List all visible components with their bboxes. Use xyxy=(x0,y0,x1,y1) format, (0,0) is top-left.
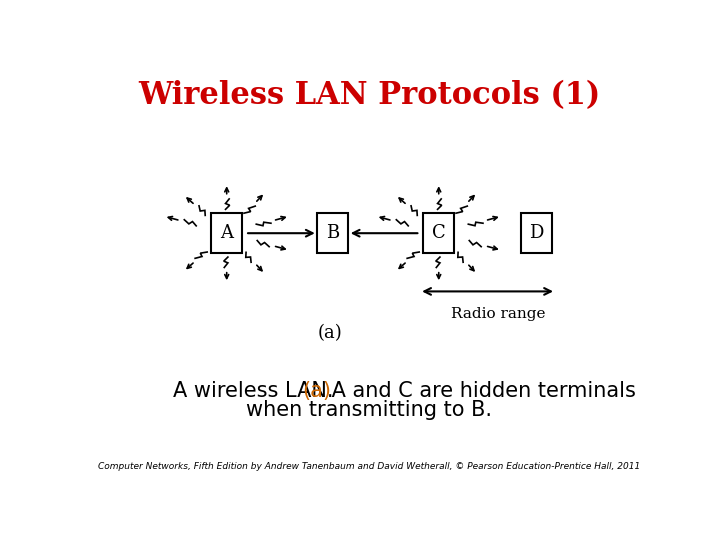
Text: D: D xyxy=(529,224,544,242)
Text: A and C are hidden terminals: A and C are hidden terminals xyxy=(325,381,636,401)
Text: Radio range: Radio range xyxy=(451,307,546,321)
Text: when transmitting to B.: when transmitting to B. xyxy=(246,400,492,420)
Text: (a): (a) xyxy=(302,381,331,401)
Text: (a): (a) xyxy=(318,324,342,342)
Text: B: B xyxy=(326,224,339,242)
Text: Computer Networks, Fifth Edition by Andrew Tanenbaum and David Wetherall, © Pear: Computer Networks, Fifth Edition by Andr… xyxy=(98,462,640,471)
Bar xyxy=(212,213,242,253)
Bar xyxy=(318,213,348,253)
Text: A: A xyxy=(220,224,233,242)
Bar xyxy=(521,213,552,253)
Bar xyxy=(423,213,454,253)
Text: C: C xyxy=(432,224,446,242)
Text: Wireless LAN Protocols (1): Wireless LAN Protocols (1) xyxy=(138,80,600,111)
Text: A wireless LAN.: A wireless LAN. xyxy=(173,381,340,401)
